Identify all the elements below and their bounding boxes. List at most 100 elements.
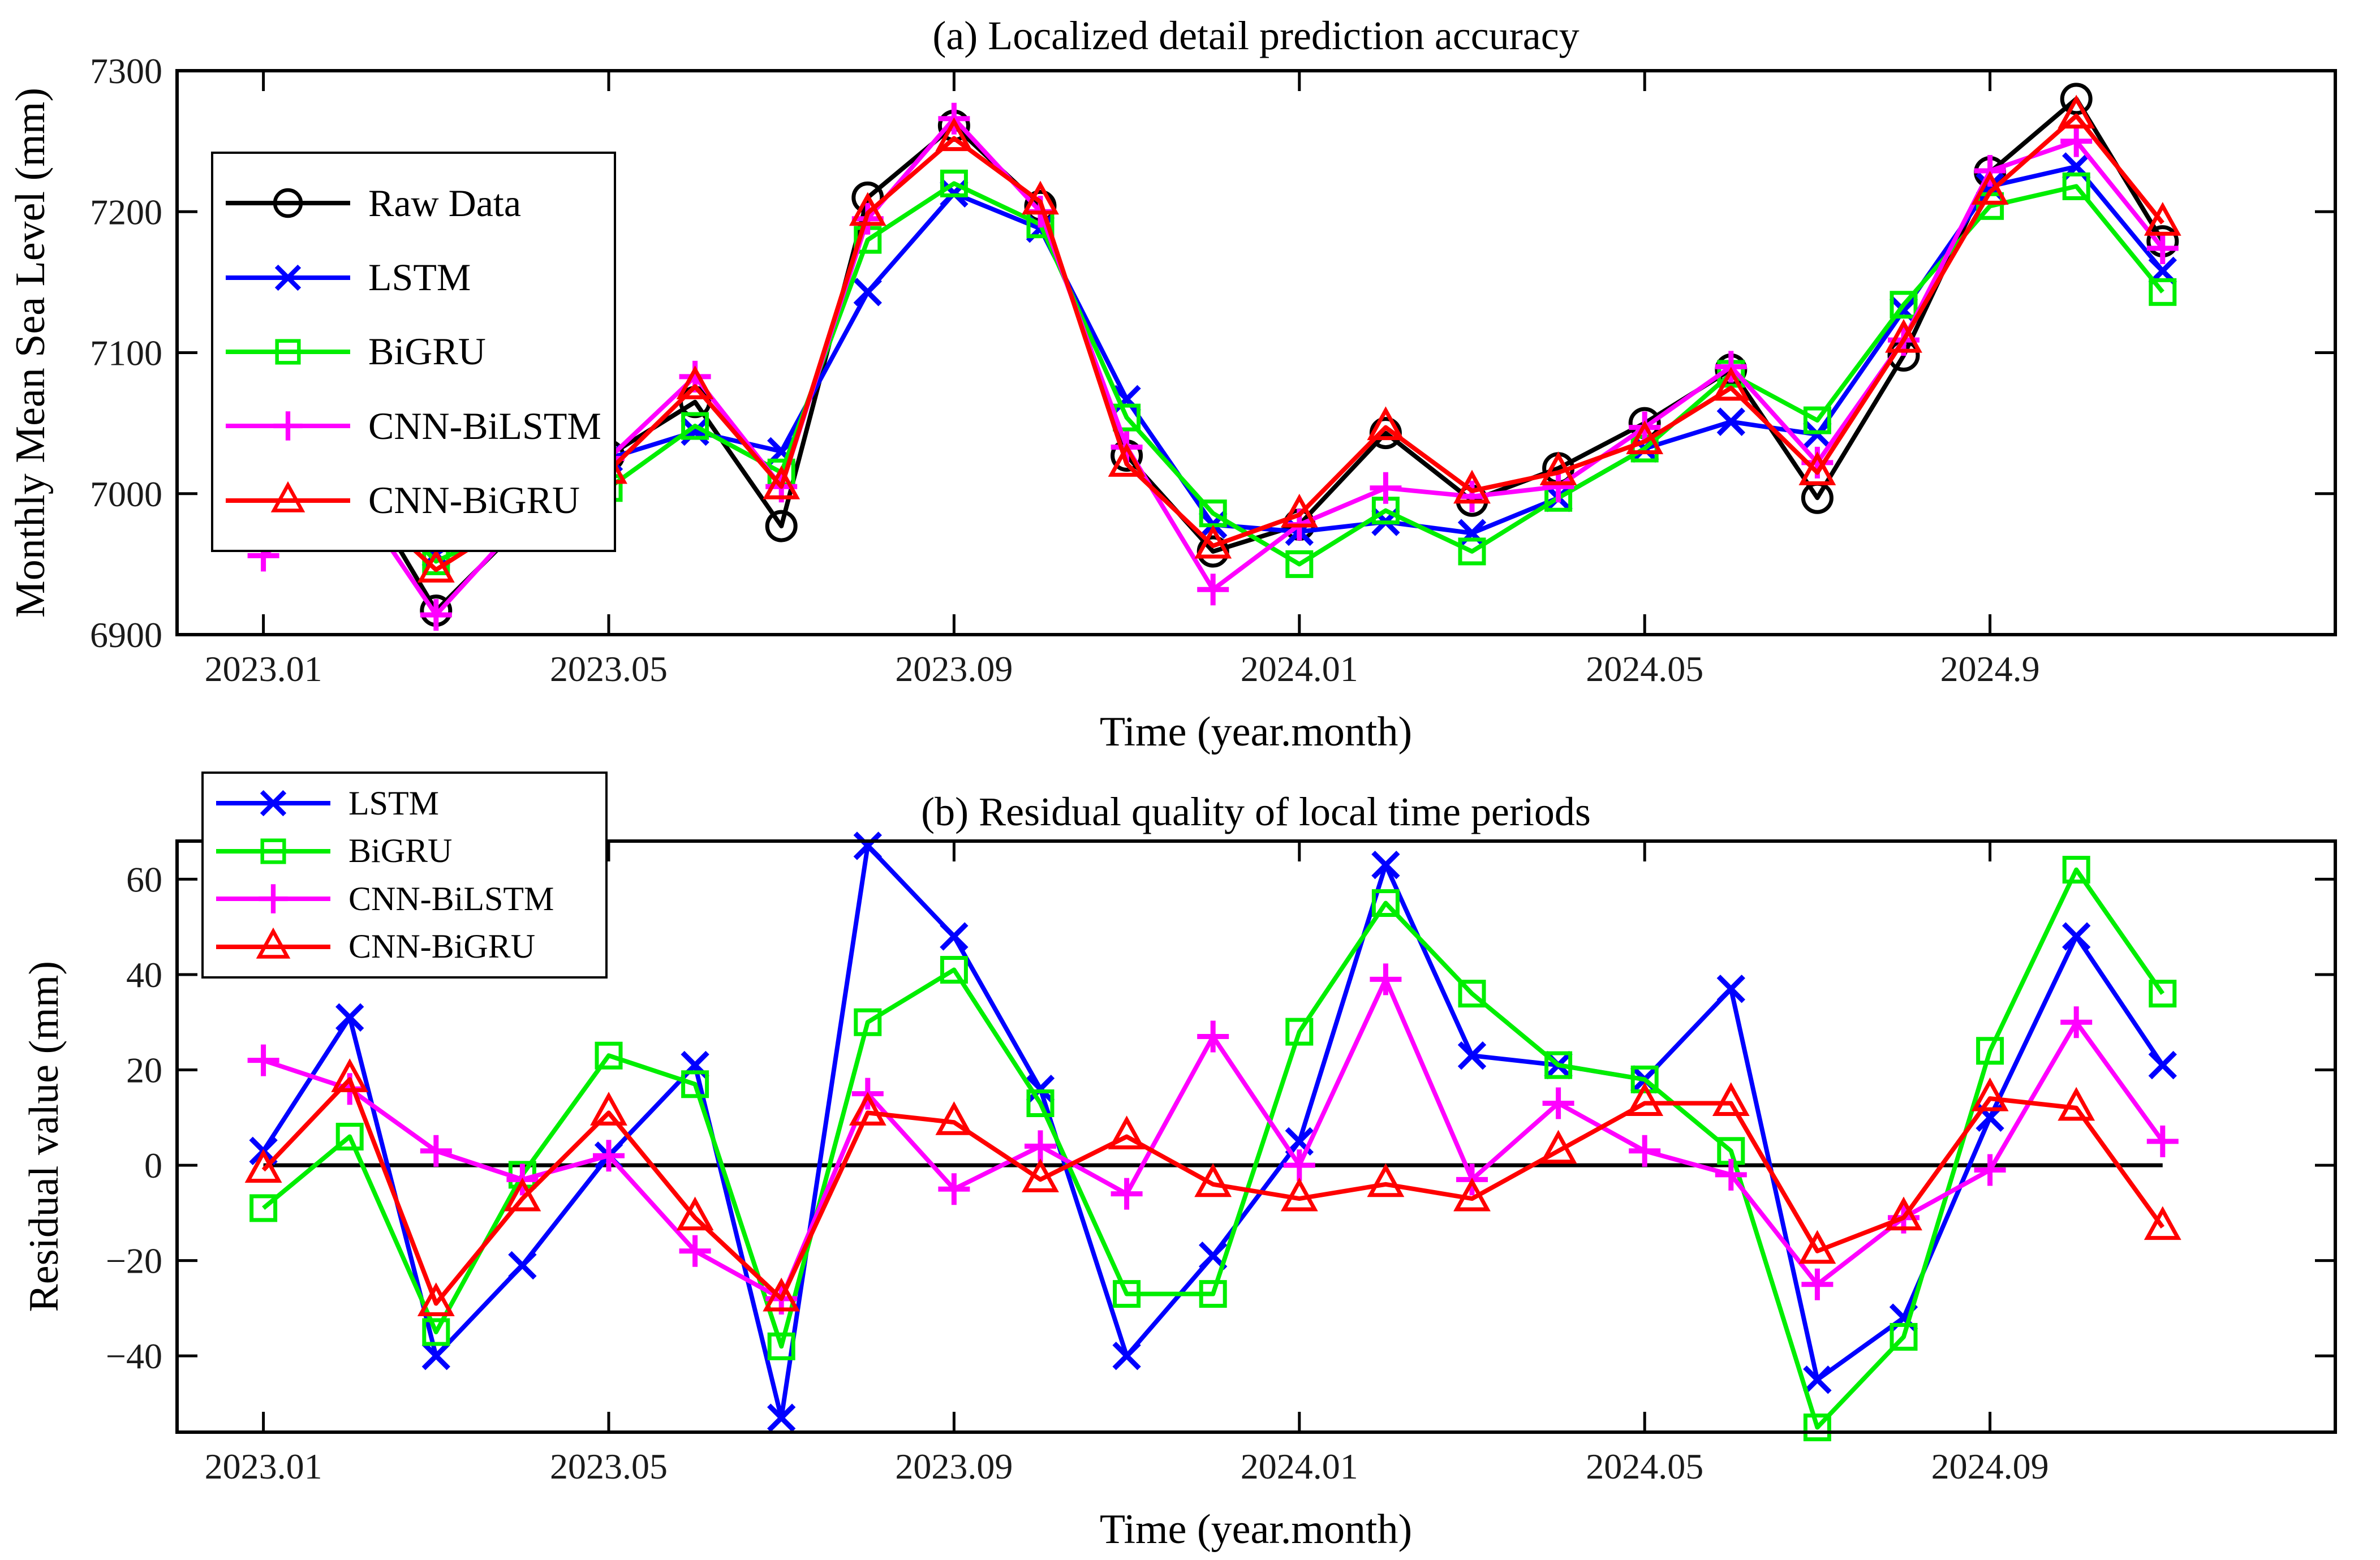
series-marker-raw-data xyxy=(765,510,798,542)
series-marker-cnn-bigru xyxy=(935,117,973,152)
series-marker-cnn-bigru xyxy=(1885,1196,1922,1231)
series-marker-raw-data xyxy=(2060,83,2093,115)
series-marker-lstm xyxy=(2062,922,2091,951)
series-marker-lstm xyxy=(1716,407,1745,436)
cnn-bigru-line-marker-icon xyxy=(216,927,330,959)
series-marker-cnn-bilstm xyxy=(1974,154,2006,187)
legend-subplot-a: Raw Data LSTM BiGRU CNN-BiLSTM CNN-BiGRU xyxy=(211,152,616,552)
series-line-bigru xyxy=(262,867,2165,1430)
series-marker-cnn-bilstm xyxy=(2146,232,2179,265)
plot-box-b xyxy=(175,839,2337,1434)
series-marker-cnn-bigru xyxy=(1022,1158,1059,1192)
series-marker-cnn-bilstm xyxy=(1542,1087,1574,1119)
series-marker-cnn-bilstm xyxy=(420,599,452,631)
y-tick-label: 7300 xyxy=(90,51,162,91)
series-marker-cnn-bigru xyxy=(676,365,714,399)
series-marker-cnn-bigru xyxy=(244,1149,282,1183)
series-marker-cnn-bigru xyxy=(1712,1082,1750,1117)
subplot-b-ylabel: Residual value (mm) xyxy=(20,961,67,1312)
raw-data-line-marker-icon xyxy=(226,188,350,218)
y-tick-label: 20 xyxy=(126,1050,162,1091)
series-marker-cnn-bigru xyxy=(503,1177,541,1212)
series-marker-lstm xyxy=(1457,1041,1487,1070)
series-marker-bigru xyxy=(2062,856,2090,884)
series-marker-cnn-bigru xyxy=(849,1092,886,1126)
legend-item-raw-data: Raw Data xyxy=(223,174,604,232)
legend-label: BiGRU xyxy=(368,330,486,373)
series-marker-cnn-bilstm xyxy=(938,1173,970,1205)
legend-sample-marker xyxy=(273,411,303,441)
series-marker-cnn-bilstm xyxy=(1974,1154,2006,1186)
series-marker-bigru xyxy=(2149,980,2177,1008)
series-marker-cnn-bigru xyxy=(1022,180,1059,215)
series-marker-cnn-bigru xyxy=(1712,367,1750,401)
series-marker-cnn-bilstm xyxy=(2060,125,2093,157)
series-marker-bigru xyxy=(940,169,968,197)
subplot-a-ylabel: Monthly Mean Sea Level (mm) xyxy=(7,87,54,618)
series-marker-cnn-bigru xyxy=(1453,469,1491,504)
legend-label: CNN-BiLSTM xyxy=(348,880,554,917)
series-marker-cnn-bilstm xyxy=(1370,472,1402,504)
y-tick-label: 60 xyxy=(126,859,162,899)
series-marker-cnn-bilstm xyxy=(1542,471,1574,503)
legend-sample-marker xyxy=(260,838,286,864)
x-tick-label: 2023.05 xyxy=(550,649,668,689)
series-marker-cnn-bilstm xyxy=(247,1044,279,1076)
series-marker-cnn-bigru xyxy=(1194,1163,1232,1197)
legend-sample-marker xyxy=(275,339,301,365)
series-marker-cnn-bigru xyxy=(1971,1077,2009,1111)
series-marker-cnn-bigru xyxy=(1367,406,1405,441)
cnn-bilstm-line-marker-icon xyxy=(216,884,330,913)
series-marker-cnn-bilstm xyxy=(2060,1006,2093,1038)
series-marker-cnn-bigru xyxy=(1280,493,1318,528)
legend-item-cnn-bigru: CNN-BiGRU xyxy=(223,471,604,530)
legend-item-lstm: LSTM xyxy=(223,248,604,307)
series-marker-bigru xyxy=(1113,1280,1141,1308)
series-marker-bigru xyxy=(940,956,968,984)
series-marker-lstm xyxy=(335,1003,364,1032)
x-tick-label: 2024.05 xyxy=(1586,1446,1703,1486)
series-marker-lstm xyxy=(853,278,882,307)
series-marker-cnn-bigru xyxy=(1539,1130,1577,1164)
series-marker-bigru xyxy=(1890,291,1918,319)
series-marker-lstm xyxy=(1803,1365,1832,1394)
series-marker-cnn-bigru xyxy=(1798,451,1836,485)
series-marker-cnn-bigru xyxy=(331,1058,369,1092)
legend-label: CNN-BiGRU xyxy=(348,928,536,966)
subplot-b-xlabel: Time (year.month) xyxy=(1099,1506,1413,1553)
cnn-bigru-line-marker-icon xyxy=(226,481,350,512)
series-marker-cnn-bigru xyxy=(2058,1087,2095,1121)
lstm-line-marker-icon xyxy=(216,790,330,817)
series-marker-lstm xyxy=(1803,420,1832,449)
series-marker-cnn-bigru xyxy=(1626,420,1664,455)
series-marker-bigru xyxy=(422,1318,450,1346)
series-marker-lstm xyxy=(940,922,969,951)
legend-label: Raw Data xyxy=(368,181,522,225)
series-marker-bigru xyxy=(1285,550,1314,578)
y-tick-label: −20 xyxy=(106,1241,162,1281)
series-marker-cnn-bilstm xyxy=(1283,1149,1315,1182)
legend-label: LSTM xyxy=(348,784,440,822)
series-marker-cnn-bilstm xyxy=(1801,1268,1834,1300)
x-tick-label: 2023.01 xyxy=(205,1446,322,1486)
series-marker-bigru xyxy=(595,1041,623,1070)
series-marker-cnn-bigru xyxy=(1885,318,1922,353)
x-tick-label: 2024.01 xyxy=(1241,649,1358,689)
series-marker-cnn-bigru xyxy=(763,1277,800,1312)
legend-sample-marker xyxy=(259,884,288,913)
series-marker-bigru xyxy=(1803,1414,1831,1442)
series-marker-bigru xyxy=(1803,406,1831,434)
legend-subplot-b: LSTM BiGRU CNN-BiLSTM CNN-BiGRU xyxy=(201,772,608,979)
series-marker-lstm xyxy=(2148,1050,2177,1080)
series-marker-cnn-bigru xyxy=(2058,94,2095,129)
subplot-b-title: (b) Residual quality of local time perio… xyxy=(921,789,1591,834)
y-tick-label: 40 xyxy=(126,955,162,995)
series-marker-bigru xyxy=(1458,537,1486,566)
plot-box-a xyxy=(175,69,2337,636)
y-tick-label: 7000 xyxy=(90,474,162,514)
x-tick-label: 2024.9 xyxy=(1940,649,2040,689)
series-marker-bigru xyxy=(1285,1018,1314,1046)
series-marker-cnn-bilstm xyxy=(420,1135,452,1167)
series-marker-cnn-bigru xyxy=(1108,443,1146,477)
